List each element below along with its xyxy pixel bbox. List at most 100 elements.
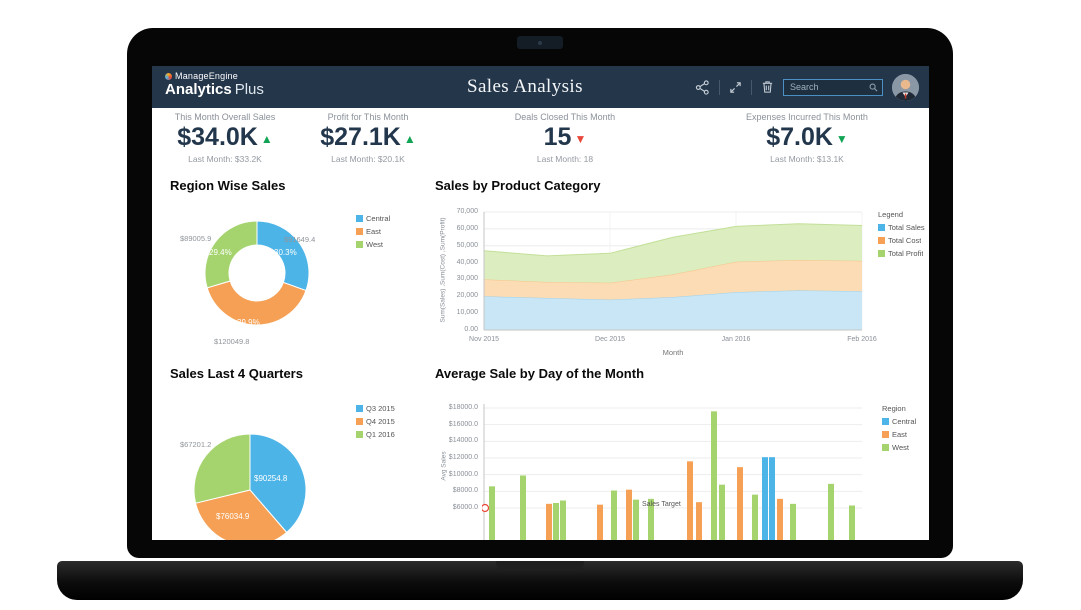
product-name-light: Plus [234, 81, 264, 98]
bar-west[interactable] [553, 503, 559, 540]
trend-up-icon: ▲ [403, 132, 416, 146]
trash-icon[interactable] [761, 80, 774, 94]
brand-line: ManageEngine [165, 71, 264, 81]
kpi-overall-sales: This Month Overall Sales $34.0K ▲ Last Mo… [152, 112, 325, 164]
bar-east[interactable] [597, 504, 603, 540]
area-legend: Legend Total Sales Total Cost Total Profit [878, 210, 925, 262]
kpi-label: Profit for This Month [327, 112, 409, 122]
legend-label: Central [366, 214, 391, 223]
donut-value-west: $89005.9 [180, 234, 212, 243]
user-avatar[interactable] [892, 73, 919, 101]
region-slice-east[interactable] [206, 280, 307, 326]
y-tick-label: $14000.0 [448, 437, 478, 445]
kpi-profit: Profit for This Month $27.1K ▲ Last Month… [268, 112, 468, 164]
chart-title-avg-sale-day: Average Sale by Day of the Month [435, 366, 645, 381]
bar-central[interactable] [762, 457, 768, 540]
area-band-total-cost[interactable] [484, 260, 862, 300]
legend-label: Total Sales [888, 223, 925, 232]
bar-east[interactable] [737, 467, 743, 540]
kpi-label: Deals Closed This Month [514, 112, 616, 122]
legend-item[interactable]: West [882, 443, 916, 452]
fullscreen-icon[interactable] [729, 81, 742, 94]
product-name: Analytics Plus [165, 81, 264, 98]
bar-east[interactable] [546, 503, 552, 540]
quarter-slice-q3-2015[interactable] [249, 433, 307, 534]
kpi-label: This Month Overall Sales [174, 112, 276, 122]
search-input[interactable] [788, 81, 869, 93]
legend-item[interactable]: Total Profit [878, 249, 925, 258]
area-band-total-profit[interactable] [484, 223, 862, 283]
chart-title-region-wise-sales: Region Wise Sales [170, 178, 286, 193]
quarter-slice-q4-2015[interactable] [194, 489, 288, 540]
area-y-axis: 70,000 60,000 50,000 40,000 30,000 20,000 10,0… [446, 208, 478, 338]
area-band-total-sales[interactable] [484, 290, 862, 330]
search-box[interactable] [783, 78, 883, 96]
bar-west[interactable] [633, 499, 639, 540]
legend-swatch [878, 237, 885, 244]
y-tick-label: 40,000 [456, 258, 478, 266]
bar-east[interactable] [696, 502, 702, 540]
y-tick-label: $6000.0 [452, 504, 478, 511]
x-tick-label: Jan 2016 [721, 336, 751, 343]
legend-label: East [892, 430, 908, 439]
y-tick-label: 30,000 [456, 275, 478, 283]
manageengine-logo-icon [165, 72, 172, 80]
legend-item[interactable]: Central [882, 417, 916, 426]
kpi-last-month: Last Month: $20.1K [331, 154, 405, 164]
bar-east[interactable] [626, 489, 632, 540]
legend-item[interactable]: Q4 2015 [356, 417, 395, 426]
search-icon [869, 83, 878, 91]
pie-value-q3: $90254.8 [254, 474, 288, 483]
y-tick-label: $16000.0 [448, 420, 478, 428]
x-tick-label: Nov 2015 [469, 336, 499, 343]
bar-west[interactable] [711, 411, 717, 540]
bar-west[interactable] [719, 484, 725, 540]
trend-up-icon: ▲ [260, 132, 273, 146]
legend-item[interactable]: East [356, 227, 390, 236]
bar-west[interactable] [489, 486, 495, 540]
bar-y-axis: $18000.0 $16000.0 $14000.0 $12000.0 $10000.0… [440, 404, 478, 514]
region-slice-west[interactable] [204, 220, 258, 289]
legend-item[interactable]: Central [356, 214, 390, 223]
kpi-value: $7.0K ▼ [766, 123, 848, 151]
brand-top-label: ManageEngine [175, 71, 238, 81]
quarters-pie-legend: Q3 2015 Q4 2015 Q1 2016 [356, 404, 395, 443]
legend-item[interactable]: Q3 2015 [356, 404, 395, 413]
kpi-last-month: Last Month: 18 [536, 154, 594, 164]
pie-value-q1: $67201.2 [180, 440, 212, 449]
divider [751, 79, 752, 95]
legend-item[interactable]: East [882, 430, 916, 439]
bar-west[interactable] [849, 505, 855, 541]
legend-label: West [366, 240, 383, 249]
bar-east[interactable] [687, 461, 693, 540]
dashboard-title: Sales Analysis [466, 76, 583, 97]
bar-east[interactable] [777, 498, 783, 540]
legend-item[interactable]: Q1 2016 [356, 430, 395, 439]
bar-west[interactable] [752, 494, 758, 540]
quarter-slice-q1-2016[interactable] [193, 433, 251, 504]
bar-west[interactable] [790, 503, 796, 540]
sales-target-marker[interactable] [482, 503, 490, 513]
bar-west[interactable] [611, 490, 617, 541]
bar-central[interactable] [769, 457, 775, 540]
legend-label: West [892, 443, 909, 452]
bar-west[interactable] [648, 498, 654, 540]
bar-west[interactable] [560, 500, 566, 541]
sales-category-area-chart [483, 211, 863, 331]
y-tick-label: $18000.0 [448, 404, 478, 411]
manageengine-logo[interactable]: ManageEngine Analytics Plus [165, 71, 264, 98]
share-icon[interactable] [695, 79, 710, 95]
legend-item[interactable]: Total Sales [878, 223, 925, 232]
legend-item[interactable]: Total Cost [878, 236, 925, 245]
y-tick-label: 60,000 [456, 224, 478, 232]
bar-west[interactable] [828, 483, 834, 540]
kpi-value: 15 ▼ [543, 123, 587, 151]
bar-west[interactable] [520, 475, 526, 541]
legend-label: Central [892, 417, 917, 426]
legend-swatch [356, 431, 363, 438]
legend-item[interactable]: West [356, 240, 390, 249]
legend-swatch [356, 241, 363, 248]
legend-swatch [878, 224, 885, 231]
legend-label: Q4 2015 [366, 417, 395, 426]
